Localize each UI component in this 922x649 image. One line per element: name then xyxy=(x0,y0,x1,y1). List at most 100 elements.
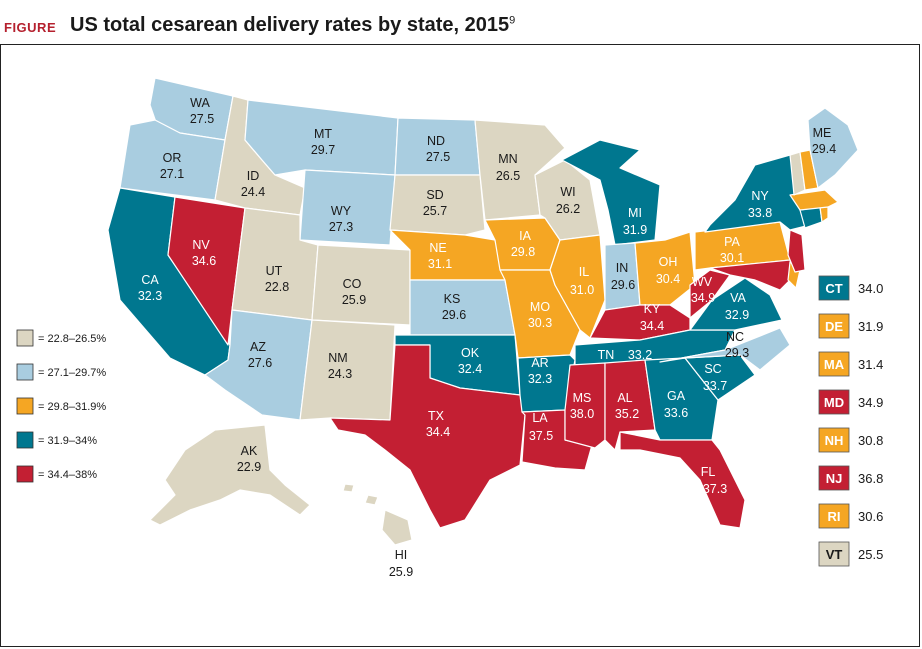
state-mi[interactable] xyxy=(561,139,661,246)
label-nm-value: 24.3 xyxy=(328,367,352,381)
label-ut-abbr: UT xyxy=(266,264,283,278)
state-ri[interactable] xyxy=(819,206,829,223)
legend-label-0: = 22.8–26.5% xyxy=(38,333,106,345)
label-al-abbr: AL xyxy=(617,391,632,405)
label-ny-value: 33.8 xyxy=(748,206,772,220)
ne-box-nh[interactable] xyxy=(818,427,850,453)
label-nd-value: 27.5 xyxy=(426,150,450,164)
label-wv-abbr: WV xyxy=(692,275,713,289)
state-il[interactable] xyxy=(549,234,606,339)
label-ca-abbr: CA xyxy=(141,273,159,287)
ne-box-ri[interactable] xyxy=(818,503,850,529)
state-hi-maui[interactable] xyxy=(364,494,379,506)
state-hi-oahu[interactable] xyxy=(342,483,355,493)
ne-box-value-md: 34.9 xyxy=(858,395,883,410)
state-tx[interactable] xyxy=(329,344,526,529)
label-sc-value: 33.7 xyxy=(703,379,727,393)
label-oh-abbr: OH xyxy=(659,255,678,269)
state-hi-main[interactable] xyxy=(381,509,413,546)
label-in-value: 29.6 xyxy=(611,278,635,292)
label-ks-abbr: KS xyxy=(444,292,461,306)
label-tn-abbr: TN xyxy=(598,348,615,362)
label-ky-value: 34.4 xyxy=(640,319,664,333)
label-va-value: 32.9 xyxy=(725,308,749,322)
ne-box-value-ma: 31.4 xyxy=(858,357,883,372)
ne-box-de[interactable] xyxy=(818,313,850,339)
ne-box-ct[interactable] xyxy=(818,275,850,301)
label-ks-value: 29.6 xyxy=(442,308,466,322)
label-nm-abbr: NM xyxy=(328,351,347,365)
legend-swatch-3 xyxy=(16,431,34,449)
state-wy[interactable] xyxy=(299,169,396,246)
label-sc-abbr: SC xyxy=(704,362,721,376)
ne-box-value-de: 31.9 xyxy=(858,319,883,334)
ne-box-value-nh: 30.8 xyxy=(858,433,883,448)
ne-box-value-vt: 25.5 xyxy=(858,547,883,562)
ne-box-vt[interactable] xyxy=(818,541,850,567)
label-tx-abbr: TX xyxy=(428,409,445,423)
legend-label-3: = 31.9–34% xyxy=(38,435,97,447)
label-pa-abbr: PA xyxy=(724,235,740,249)
ne-box-abbr-nj: NJ xyxy=(826,471,843,486)
ne-box-ma[interactable] xyxy=(818,351,850,377)
label-ut-value: 22.8 xyxy=(265,280,289,294)
label-or-abbr: OR xyxy=(163,151,182,165)
ne-box-abbr-de: DE xyxy=(825,319,843,334)
label-pa-value: 30.1 xyxy=(720,251,744,265)
legend-label-1: = 27.1–29.7% xyxy=(38,367,106,379)
label-ia-value: 29.8 xyxy=(511,245,535,259)
label-va-abbr: VA xyxy=(730,291,746,305)
ne-box-abbr-ri: RI xyxy=(828,509,841,524)
label-tx-value: 34.4 xyxy=(426,425,450,439)
state-sd[interactable] xyxy=(389,174,486,236)
label-wa-value: 27.5 xyxy=(190,112,214,126)
label-oh-value: 30.4 xyxy=(656,272,680,286)
legend-swatch-4 xyxy=(16,465,34,483)
legend-label-4: = 34.4–38% xyxy=(38,469,97,481)
label-me-value: 29.4 xyxy=(812,142,836,156)
label-hi-abbr: HI xyxy=(395,548,408,562)
label-co-value: 25.9 xyxy=(342,293,366,307)
label-mi-value: 31.9 xyxy=(623,223,647,237)
label-ak-value: 22.9 xyxy=(237,460,261,474)
label-wi-value: 26.2 xyxy=(556,202,580,216)
northeast-boxes: CT 34.0 DE 31.9 MA 31.4 MD 34.9 NH 30.8 NJ 36.8 RI 30… xyxy=(818,275,883,567)
ne-box-value-ri: 30.6 xyxy=(858,509,883,524)
state-wv[interactable] xyxy=(689,269,731,319)
state-nj[interactable] xyxy=(787,229,806,273)
ne-box-nj[interactable] xyxy=(818,465,850,491)
label-wv-value: 34.9 xyxy=(691,291,715,305)
label-ar-abbr: AR xyxy=(531,356,548,370)
label-mi-abbr: MI xyxy=(628,206,642,220)
label-ms-abbr: MS xyxy=(573,391,592,405)
label-ne-abbr: NE xyxy=(429,241,446,255)
state-nv[interactable] xyxy=(167,196,246,346)
label-ak-abbr: AK xyxy=(241,444,258,458)
label-mn-abbr: MN xyxy=(498,152,517,166)
label-nc-abbr: NC xyxy=(726,330,744,344)
legend: = 22.8–26.5% = 27.1–29.7% = 29.8–31.9% = 31… xyxy=(16,329,106,483)
label-il-abbr: IL xyxy=(579,265,589,279)
label-ga-abbr: GA xyxy=(667,389,686,403)
state-ms[interactable] xyxy=(564,362,606,449)
ne-box-abbr-ma: MA xyxy=(824,357,845,372)
map-frame xyxy=(0,44,920,647)
state-in[interactable] xyxy=(604,242,641,311)
ne-box-md[interactable] xyxy=(818,389,850,415)
ne-box-abbr-ct: CT xyxy=(825,281,842,296)
state-me[interactable] xyxy=(807,107,859,189)
ne-box-value-ct: 34.0 xyxy=(858,281,883,296)
state-ma[interactable] xyxy=(789,189,839,211)
state-nc[interactable] xyxy=(659,327,791,371)
label-or-value: 27.1 xyxy=(160,167,184,181)
label-la-abbr: LA xyxy=(532,411,548,425)
label-mt-abbr: MT xyxy=(314,127,332,141)
label-nd-abbr: ND xyxy=(427,134,445,148)
label-wi-abbr: WI xyxy=(560,185,575,199)
state-ak[interactable] xyxy=(149,424,311,526)
label-mo-value: 30.3 xyxy=(528,316,552,330)
label-sd-value: 25.7 xyxy=(423,204,447,218)
label-in-abbr: IN xyxy=(616,261,629,275)
state-fl[interactable] xyxy=(619,431,746,529)
